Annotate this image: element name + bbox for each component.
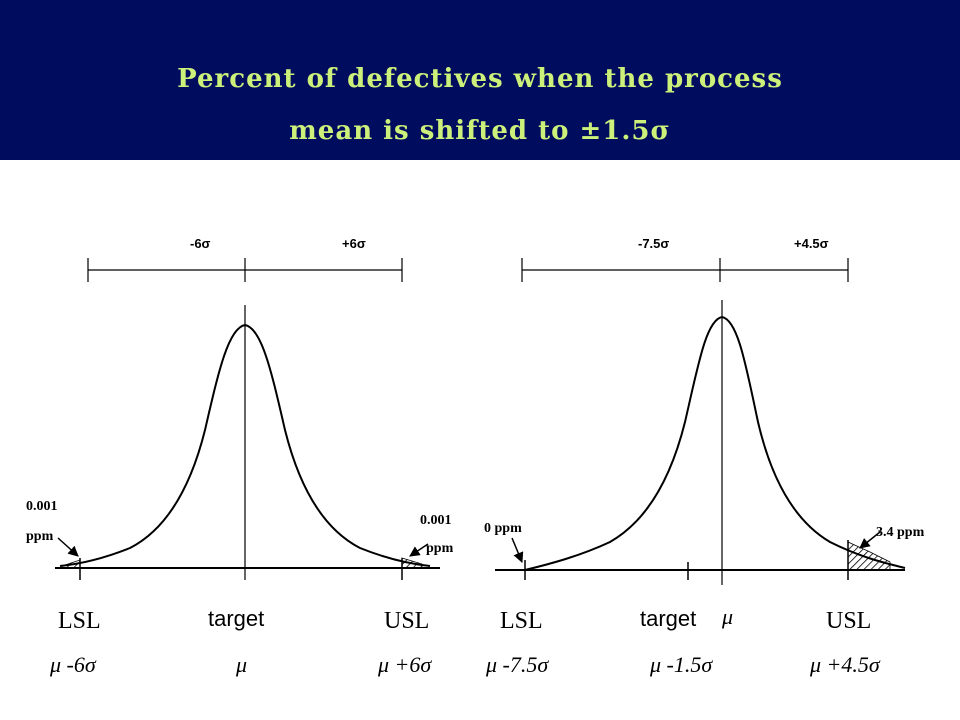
distribution-diagram: -6σ +6σ 0.001 ppm 0.001 ppm LSL target U… <box>26 236 925 677</box>
right-target-value: μ -1.5σ <box>649 652 713 677</box>
right-lower-arrow <box>511 537 524 563</box>
slide-title-line-1: Percent of defectives when the process <box>177 64 783 94</box>
left-span-plus-label: +6σ <box>342 236 366 251</box>
left-normal-curve <box>55 305 440 580</box>
right-mean-symbol: μ <box>721 604 733 629</box>
right-lower-tail-value: 0 ppm <box>484 521 522 536</box>
right-span-plus-label: +4.5σ <box>794 236 829 251</box>
right-upper-tail-area <box>847 541 891 571</box>
left-lower-tail-value: 0.001 <box>26 499 58 514</box>
slide-title-line-2: mean is shifted to ±1.5σ <box>289 116 671 146</box>
left-lower-arrow <box>57 537 79 557</box>
right-span-minus-label: -7.5σ <box>638 236 669 251</box>
left-target-label: target <box>208 606 264 631</box>
right-usl-value: μ +4.5σ <box>809 652 881 677</box>
left-lower-tail-unit: ppm <box>26 529 54 544</box>
right-span-bar <box>521 258 849 282</box>
title-banner: Percent of defectives when the process m… <box>0 0 960 160</box>
right-panel: -7.5σ +4.5σ 0 ppm 3.4 ppm LSL target μ U… <box>484 236 925 677</box>
right-upper-tail-value: 3.4 ppm <box>876 525 925 540</box>
left-span-bar <box>87 258 403 282</box>
right-upper-arrow <box>859 531 881 549</box>
right-lsl-label: LSL <box>500 608 543 634</box>
left-target-value: μ <box>235 652 247 677</box>
left-upper-arrow <box>409 543 429 557</box>
left-lsl-label: LSL <box>58 608 101 634</box>
right-target-label: target <box>640 606 696 631</box>
left-panel: -6σ +6σ 0.001 ppm 0.001 ppm LSL target U… <box>26 236 454 677</box>
right-lsl-value: μ -7.5σ <box>485 652 549 677</box>
left-upper-tail-value: 0.001 <box>420 513 452 528</box>
right-normal-curve <box>495 300 906 585</box>
left-upper-tail-unit: ppm <box>426 541 454 556</box>
left-span-minus-label: -6σ <box>190 236 211 251</box>
left-usl-value: μ +6σ <box>377 652 432 677</box>
left-usl-label: USL <box>384 608 429 634</box>
left-lower-tail-area <box>61 559 81 569</box>
left-lsl-value: μ -6σ <box>49 652 97 677</box>
left-upper-tail-area <box>401 557 423 569</box>
right-usl-label: USL <box>826 608 871 634</box>
